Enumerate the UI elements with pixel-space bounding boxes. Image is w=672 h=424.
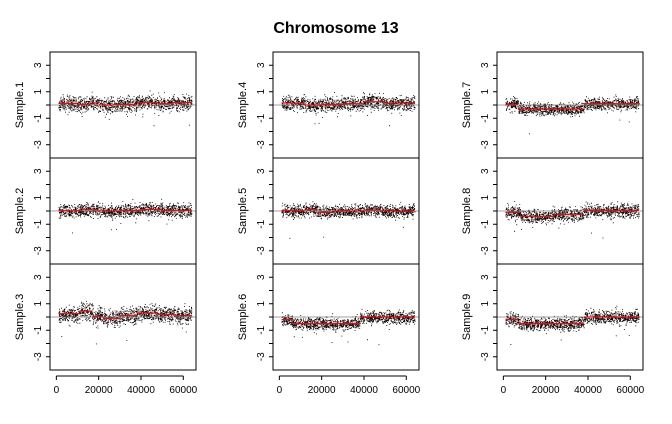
- sample-label: Sample.4: [237, 82, 249, 128]
- y-tick-label: 1: [256, 89, 267, 95]
- panel-sample-2: -3 -1 1 3 Sample.2: [14, 157, 197, 265]
- x-tick-label: 20000: [308, 385, 336, 396]
- sample-label: Sample.2: [14, 188, 26, 234]
- x-tick-label: 20000: [532, 385, 560, 396]
- y-tick-label: 3: [33, 274, 44, 280]
- y-tick-label: -3: [480, 246, 491, 255]
- data-points: [505, 94, 640, 135]
- panel-sample-4: -3 -1 1 3 Sample.4: [237, 51, 420, 159]
- panel-sample-7: -3 -1 1 3 Sample.7: [461, 51, 644, 159]
- x-tick-label: 60000: [169, 385, 197, 396]
- y-tick-label: 1: [256, 195, 267, 201]
- y-tick-label: -1: [256, 113, 267, 122]
- y-tick-label: 1: [256, 301, 267, 307]
- y-tick-label: 3: [480, 274, 491, 280]
- y-tick-label: 1: [480, 195, 491, 201]
- y-tick-label: -3: [33, 246, 44, 255]
- panel-sample-1: -3 -1 1 3 Sample.1: [14, 51, 197, 159]
- panel-sample-9: -3 -1 1 3 Sample.9 0 20000 40000 60000: [461, 263, 645, 396]
- y-tick-label: -3: [256, 140, 267, 149]
- data-points: [505, 201, 640, 239]
- y-tick-label: -1: [33, 113, 44, 122]
- sample-label: Sample.9: [461, 294, 473, 340]
- y-tick-label: 3: [256, 274, 267, 280]
- panel-sample-5: -3 -1 1 3 Sample.5: [237, 157, 420, 265]
- x-tick-label: 40000: [350, 385, 378, 396]
- x-tick-label: 60000: [392, 385, 420, 396]
- y-tick-label: -3: [256, 352, 267, 361]
- y-tick-label: -3: [480, 352, 491, 361]
- chart-title: Chromosome 13: [273, 20, 399, 37]
- y-tick-label: -3: [33, 140, 44, 149]
- x-tick-label: 60000: [616, 385, 644, 396]
- x-tick-label: 0: [501, 385, 507, 396]
- y-tick-label: -1: [33, 219, 44, 228]
- data-points: [281, 308, 416, 346]
- y-tick-label: -1: [480, 219, 491, 228]
- data-points: [505, 305, 640, 345]
- data-points: [58, 300, 193, 345]
- sample-label: Sample.5: [237, 188, 249, 234]
- data-points: [281, 92, 416, 127]
- y-tick-label: -3: [33, 352, 44, 361]
- data-points: [58, 198, 193, 234]
- data-points: [281, 201, 416, 239]
- y-tick-label: 1: [33, 89, 44, 95]
- y-tick-label: 1: [33, 195, 44, 201]
- data-points: [58, 90, 193, 127]
- sample-label: Sample.7: [461, 82, 473, 128]
- panel-sample-3: -3 -1 1 3 Sample.3 0 20000 40000 60000: [14, 263, 198, 396]
- y-tick-label: 1: [480, 89, 491, 95]
- sample-label: Sample.6: [237, 294, 249, 340]
- y-tick-label: 1: [33, 301, 44, 307]
- y-tick-label: -1: [480, 325, 491, 334]
- x-tick-label: 0: [54, 385, 60, 396]
- y-tick-label: 3: [33, 168, 44, 174]
- x-tick-label: 20000: [85, 385, 113, 396]
- x-tick-label: 0: [277, 385, 283, 396]
- y-tick-label: 3: [256, 62, 267, 68]
- y-tick-label: -3: [256, 246, 267, 255]
- y-tick-label: 1: [480, 301, 491, 307]
- sample-label: Sample.8: [461, 188, 473, 234]
- y-tick-label: 3: [480, 62, 491, 68]
- y-tick-label: 3: [256, 168, 267, 174]
- y-tick-label: 3: [33, 62, 44, 68]
- panel-sample-6: -3 -1 1 3 Sample.6 0 20000 40000 60000: [237, 263, 421, 396]
- y-tick-label: -1: [256, 219, 267, 228]
- sample-label: Sample.1: [14, 82, 26, 128]
- x-tick-label: 40000: [574, 385, 602, 396]
- sample-label: Sample.3: [14, 294, 26, 340]
- y-tick-label: -1: [33, 325, 44, 334]
- y-tick-label: -1: [256, 325, 267, 334]
- x-tick-label: 40000: [127, 385, 155, 396]
- panel-sample-8: -3 -1 1 3 Sample.8: [461, 157, 644, 265]
- y-tick-label: -1: [480, 113, 491, 122]
- y-tick-label: 3: [480, 168, 491, 174]
- y-tick-label: -3: [480, 140, 491, 149]
